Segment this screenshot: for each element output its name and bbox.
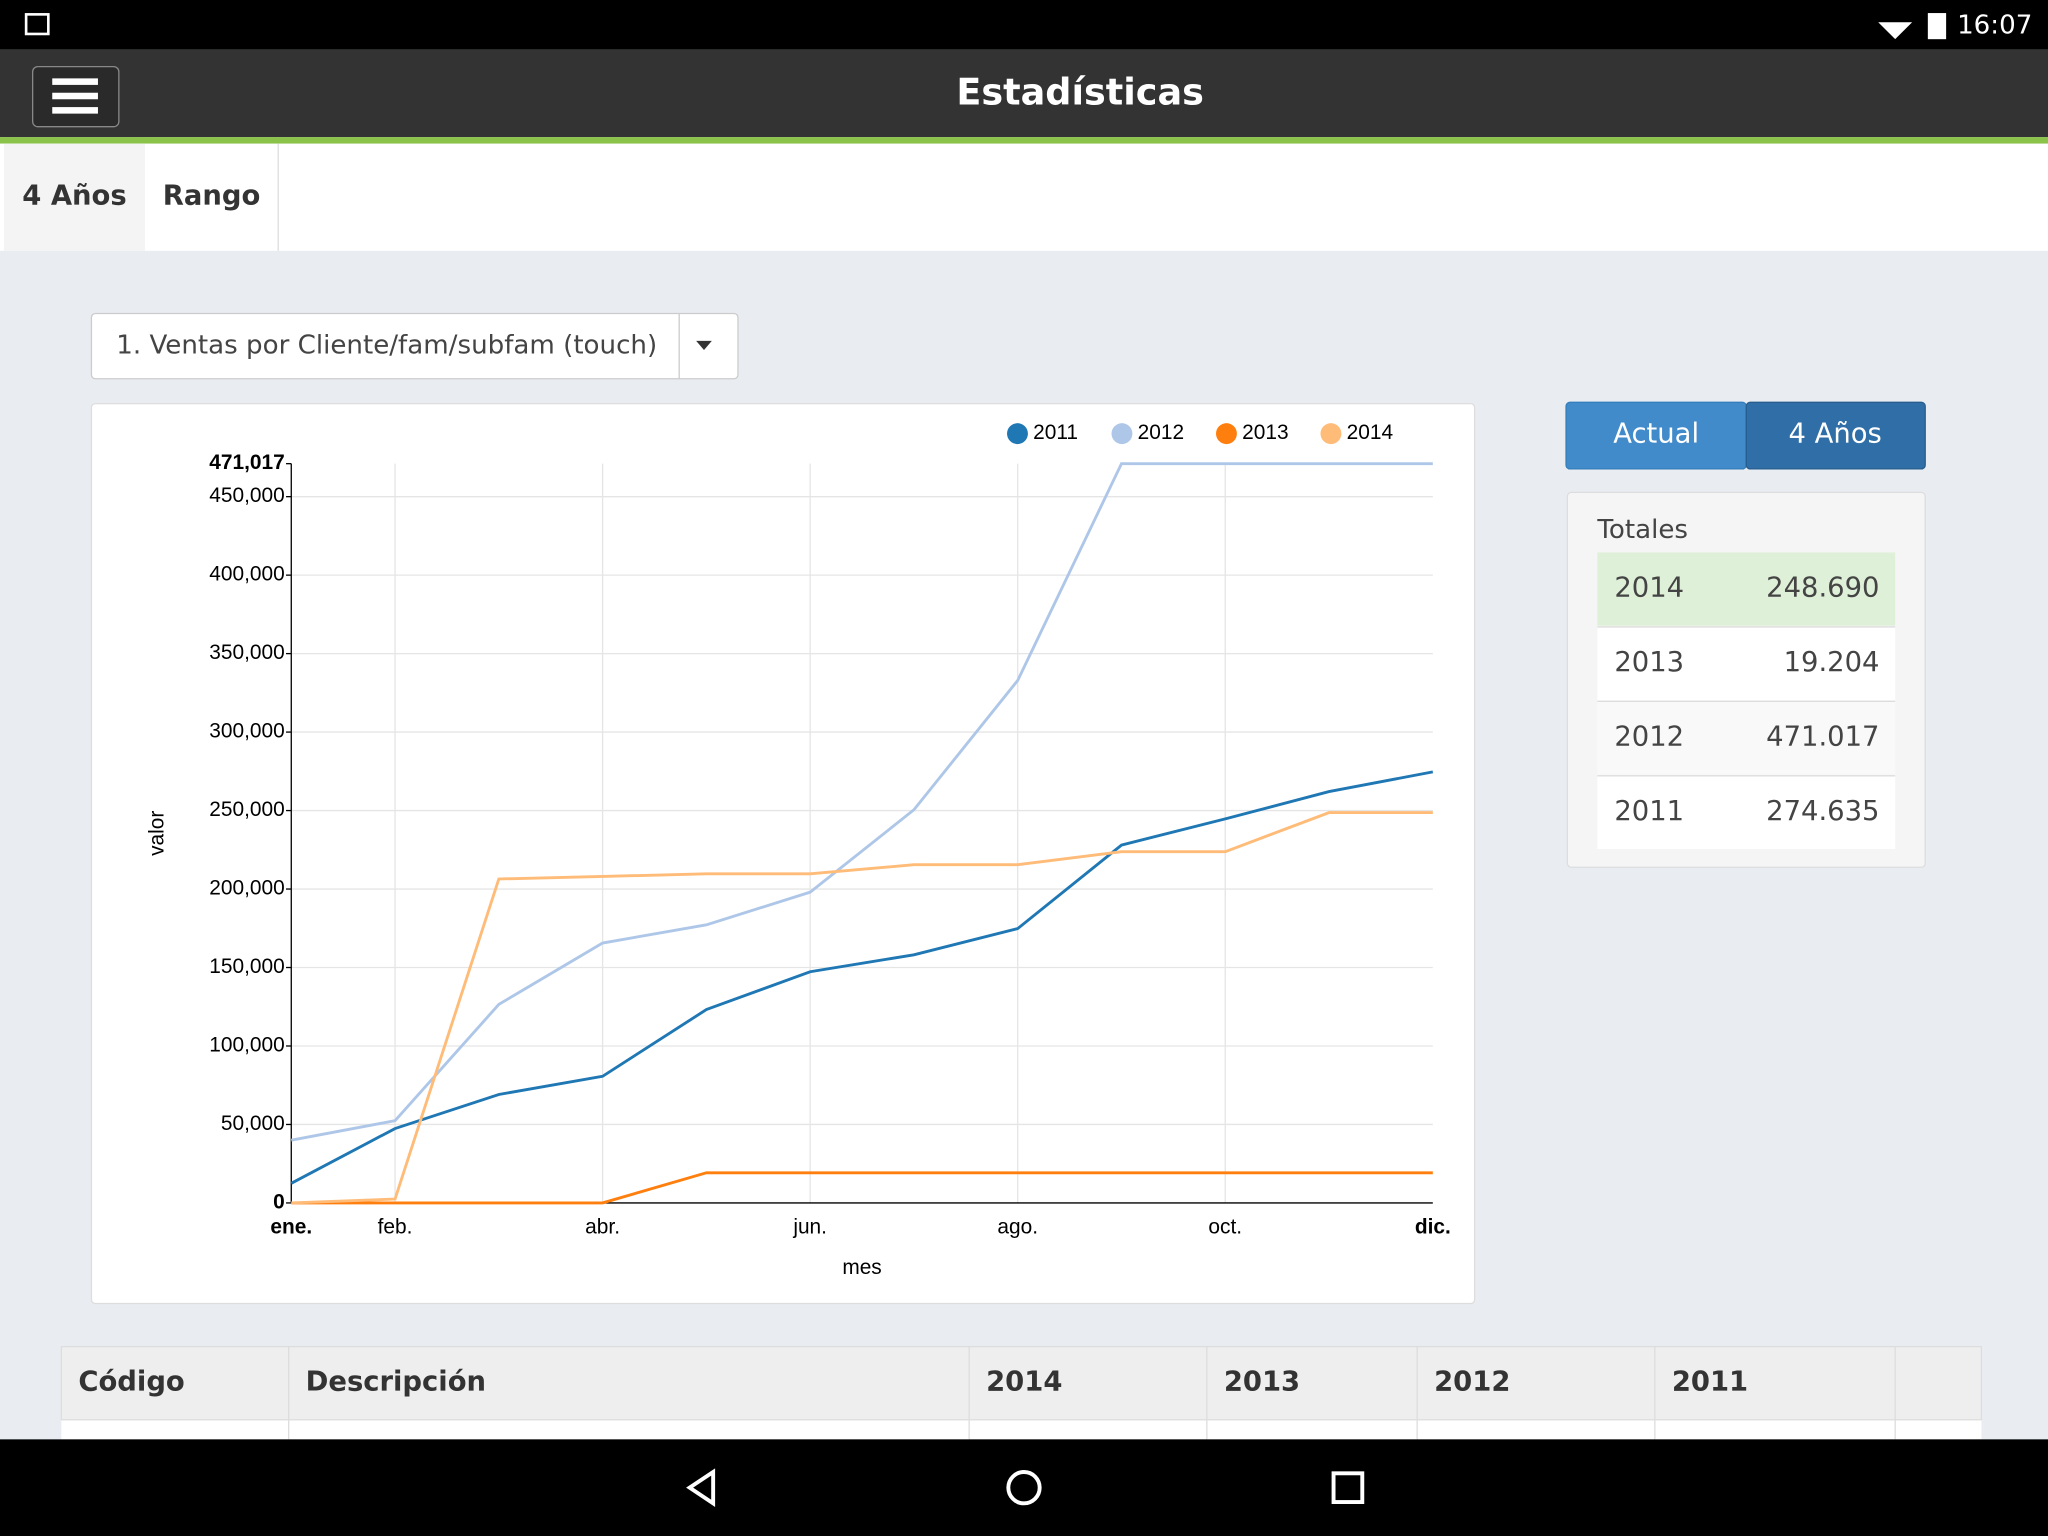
menu-bar — [52, 78, 98, 85]
legend-label: 2012 — [1138, 421, 1184, 444]
series-line — [291, 1171, 1433, 1205]
y-tick-label: 200,000 — [209, 877, 284, 900]
column-header: Código — [78, 1367, 184, 1398]
status-icon — [24, 13, 50, 36]
button-label[interactable]: Actual — [1613, 418, 1699, 449]
x-tick-label: jun. — [792, 1215, 827, 1238]
wifi-icon — [1878, 22, 1913, 40]
x-tick-label: abr. — [585, 1215, 620, 1238]
y-axis-label: valor — [146, 811, 169, 856]
legend-swatch — [1007, 423, 1028, 445]
series-line — [291, 462, 1433, 1142]
totals-title: Totales — [1596, 515, 1688, 545]
button-label[interactable]: 4 Años — [1788, 418, 1881, 449]
legend-label: 2011 — [1033, 421, 1078, 444]
series-line — [290, 770, 1434, 1185]
series-line — [291, 811, 1433, 1205]
column-header: 2014 — [986, 1367, 1062, 1398]
chart-panel — [90, 402, 1476, 1305]
dropdown[interactable]: 1. Ventas por Cliente/fam/subfam (touch) — [90, 312, 739, 380]
nav-recent[interactable] — [1331, 1471, 1365, 1504]
y-tick-label: 0 — [273, 1190, 285, 1213]
totals-year: 2013 — [1614, 647, 1684, 678]
totals-year: 2014 — [1614, 573, 1684, 604]
x-tick-label: feb. — [378, 1215, 413, 1238]
y-tick-label: 150,000 — [209, 955, 284, 978]
x-tick-label: ago. — [997, 1215, 1038, 1238]
y-tick-label: 50,000 — [221, 1112, 285, 1135]
button-4-anos[interactable] — [1745, 401, 1926, 470]
menu-bar — [52, 92, 98, 100]
legend-label: 2013 — [1242, 421, 1288, 444]
dropdown-caret[interactable] — [696, 340, 712, 351]
column-header: Descripción — [306, 1367, 486, 1398]
header-accent — [0, 137, 2048, 144]
column-header: 2011 — [1672, 1367, 1748, 1398]
totals-row — [1597, 775, 1896, 849]
nav-bar — [0, 1439, 2048, 1536]
tab-active[interactable] — [3, 143, 145, 251]
header — [0, 49, 2048, 138]
y-tick-label: 450,000 — [209, 484, 284, 507]
column-header: 2012 — [1434, 1367, 1510, 1398]
tab[interactable]: Rango — [163, 181, 261, 212]
totals-row — [1597, 701, 1896, 775]
totals-year: 2011 — [1614, 796, 1684, 827]
nav-home[interactable] — [1006, 1470, 1042, 1506]
dropdown-box[interactable] — [90, 312, 739, 380]
menu-button[interactable] — [32, 65, 120, 128]
totals-value: 471.017 — [1766, 721, 1879, 752]
battery-icon — [1927, 13, 1947, 40]
y-tick-label: 350,000 — [209, 641, 284, 664]
table-header — [60, 1345, 1983, 1421]
tab[interactable]: 4 Años — [22, 181, 126, 212]
totals-value: 274.635 — [1766, 796, 1879, 827]
totals-value: 248.690 — [1766, 573, 1879, 604]
totals-table: 2014 248.690 2013 19.204 2012 471.017 2011 274.… — [1597, 552, 1896, 849]
y-tick-label: 100,000 — [209, 1034, 284, 1057]
x-axis-label: mes — [842, 1256, 881, 1279]
x-tick-label: dic. — [1415, 1215, 1451, 1238]
chart: 0 50,000 100,000 150,000 200,000 250,000 300,0… — [146, 421, 1451, 1279]
time: 16:07 — [1957, 11, 2032, 41]
x-tick-label: oct. — [1208, 1215, 1242, 1238]
legend-swatch — [1111, 423, 1133, 445]
menu-bar — [52, 107, 98, 114]
totals-value: 19.204 — [1784, 647, 1880, 678]
totals-row — [1597, 552, 1896, 626]
y-tick-label: 400,000 — [209, 563, 284, 586]
legend-label: 2014 — [1347, 421, 1393, 444]
y-tick-label: 471,017 — [209, 451, 284, 474]
nav-back[interactable] — [686, 1468, 716, 1508]
totals-row — [1597, 626, 1896, 701]
column-header: 2013 — [1224, 1367, 1300, 1398]
tab-bar — [0, 143, 2048, 251]
totals-year: 2012 — [1614, 721, 1684, 752]
legend-swatch — [1216, 423, 1237, 445]
y-tick-label: 300,000 — [209, 720, 284, 743]
dropdown-text[interactable]: 1. Ventas por Cliente/fam/subfam (touch) — [116, 331, 657, 361]
x-tick-label: ene. — [270, 1215, 312, 1238]
y-tick-label: 250,000 — [209, 798, 284, 821]
legend-swatch — [1320, 423, 1342, 445]
status-bar — [0, 0, 2048, 50]
page-title: Estadísticas — [956, 71, 1203, 114]
table-header-cells: Código Descripción 2014 2013 2012 2011 — [78, 1346, 1896, 1440]
